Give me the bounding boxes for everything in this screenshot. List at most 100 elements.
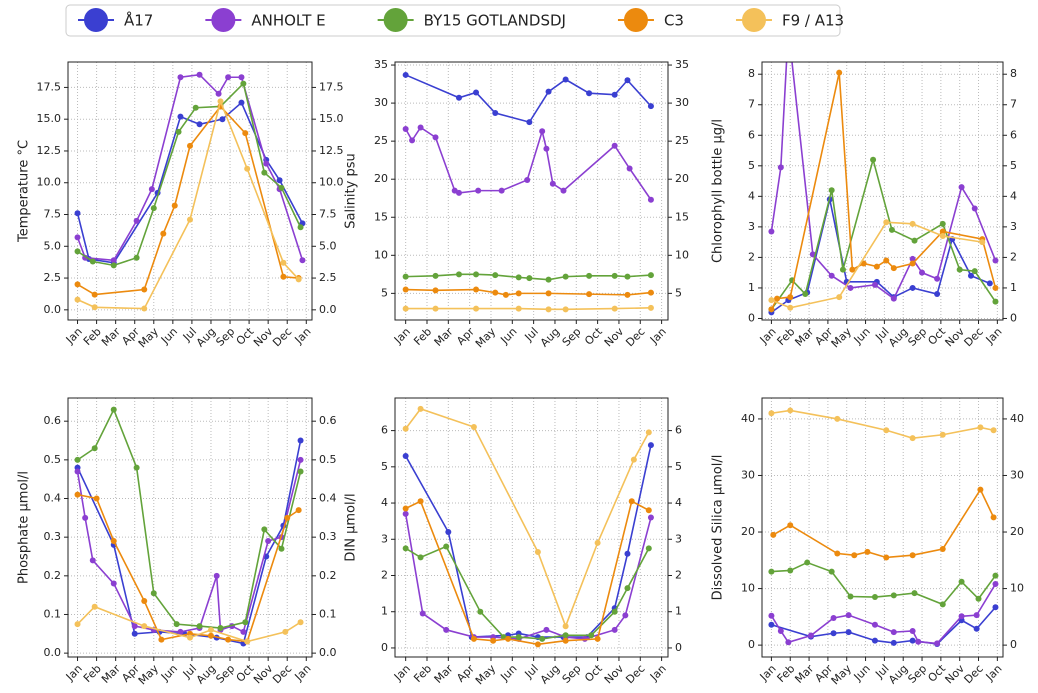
x-tick-label: Sep [213,325,237,349]
x-tick-label: Dec [623,662,647,686]
x-tick-label: Dec [623,325,647,349]
y-tick-label: 10 [374,248,388,261]
data-point [276,177,283,184]
data-point [402,305,409,312]
data-point [492,289,499,296]
y2-tick-label: 6 [675,424,682,437]
y-tick-label: 0.0 [44,303,62,316]
data-point [828,187,835,194]
data-point [594,635,601,642]
data-point [934,291,941,298]
data-point [242,619,249,626]
data-point [911,237,918,244]
y-tick-label: 1 [381,605,388,618]
data-point [148,186,155,193]
data-point [630,456,637,463]
legend-box [65,4,841,37]
data-point [958,184,965,191]
data-point [534,641,541,648]
y-axis-label: DIN µmol/l [344,493,359,561]
data-point [141,286,148,293]
data-point [133,464,140,471]
data-point [177,74,184,81]
y2-tick-label: 0.6 [319,414,337,427]
data-point [626,165,633,172]
y-tick-label: 0 [748,638,755,651]
y-tick-label: 6 [748,128,755,141]
data-point [131,630,138,637]
y2-tick-label: 0.0 [319,646,337,659]
data-point [295,507,302,514]
axes-frame [394,397,669,658]
data-point [417,498,424,505]
legend-label: ANHOLT E [251,12,325,30]
y2-tick-label: 2 [1010,250,1017,263]
data-point [919,269,926,276]
y-tick-label: 0 [381,641,388,654]
x-tick-label: Jan [292,662,314,684]
y-axis-label: Salinity psu [344,153,359,228]
x-tick-label: Jun [497,662,519,684]
data-point [515,305,522,312]
data-point [238,74,245,81]
y-tick-label: 10 [741,582,755,595]
data-point [402,510,409,517]
data-point [261,169,268,176]
data-point [297,224,304,231]
x-tick-label: Jun [497,325,519,347]
data-point [611,608,618,615]
data-point [807,632,814,639]
data-point [787,304,794,311]
data-point [864,548,871,555]
x-tick-label: Feb [775,662,798,685]
y-tick-label: 12.5 [37,144,62,157]
axes-frame [67,397,313,658]
data-point [973,625,980,632]
data-point [93,495,100,502]
x-tick-label: Mar [99,662,123,686]
data-point [909,260,916,267]
data-point [225,74,232,81]
data-point [839,266,846,273]
plot-area [402,405,654,648]
data-point [207,626,214,633]
data-point [402,71,409,78]
x-tick-label: Jun [851,662,873,684]
data-point [141,305,148,312]
data-point [787,407,794,414]
plot-area [768,62,999,316]
data-point [588,632,595,639]
legend-marker [741,8,766,32]
data-point [992,298,999,305]
series-line [76,101,304,264]
data-point [110,538,117,545]
data-point [443,543,450,550]
y2-tick-label: 0.4 [319,492,337,505]
data-point [217,625,224,632]
data-point [177,628,184,635]
y2-tick-label: 10.0 [319,176,344,189]
y-axis-label: Phosphate µmol/l [17,471,32,584]
series-line [770,583,997,645]
data-point [133,217,140,224]
y2-tick-label: 4 [675,496,682,509]
data-point [473,89,480,96]
data-point [196,71,203,78]
y-tick-label: 7.5 [44,208,62,221]
data-point [834,550,841,557]
data-point [543,626,550,633]
data-point [187,216,193,223]
data-point [909,435,916,442]
y-tick-label: 17.5 [37,80,62,93]
data-point [973,612,980,619]
data-point [645,545,652,552]
data-point [539,128,546,135]
y-tick-label: 4 [748,189,755,202]
series-line [405,545,650,640]
y2-tick-label: 17.5 [319,80,344,93]
plot-area [768,407,999,647]
data-point [515,290,522,297]
data-point [402,273,409,280]
y-tick-label: 15.0 [37,112,62,125]
axes-frame [394,61,669,321]
